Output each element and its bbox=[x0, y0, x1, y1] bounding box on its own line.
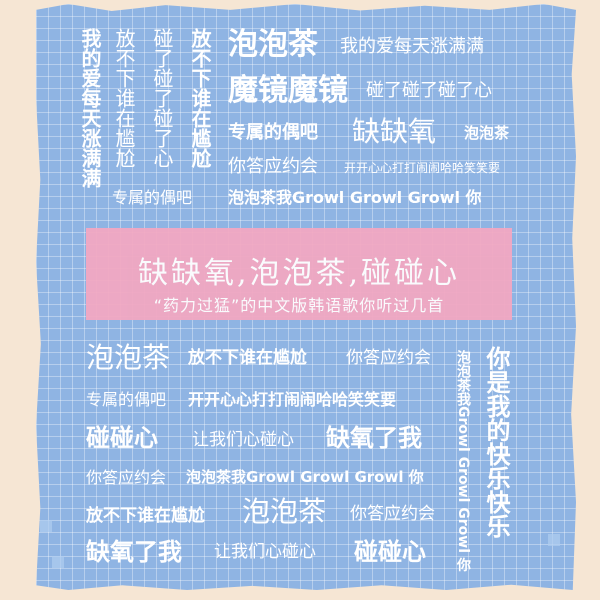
headline-banner: 缺缺氧,泡泡茶,碰碰心 “药力过猛”的中文版韩语歌你听过几首 bbox=[86, 228, 512, 320]
bottom-text-cant-let-go: 放不下谁在尴尬 bbox=[188, 348, 307, 368]
bottom-text-promise-date-3: 你答应约会 bbox=[350, 504, 435, 524]
top-text-love-full: 我的爱每天涨满满 bbox=[340, 36, 484, 57]
bottom-text-promise-date-2: 你答应约会 bbox=[86, 468, 167, 487]
top-vertical-text-2: 放不下谁在尴尬 bbox=[112, 28, 136, 168]
bottom-text-touch-heart-2: 碰碰心 bbox=[354, 538, 426, 566]
decorative-square bbox=[52, 556, 64, 568]
top-vertical-text-4: 放不下谁在尴尬 bbox=[188, 28, 212, 168]
banner-title: 缺缺氧,泡泡茶,碰碰心 bbox=[137, 256, 461, 291]
top-text-magic-mirror: 魔镜魔镜 bbox=[228, 73, 348, 108]
bottom-text-cant-let-go-2: 放不下谁在尴尬 bbox=[86, 506, 205, 526]
bottom-vertical-growl: 泡泡茶我Growl Growl Growl 你 bbox=[455, 350, 471, 572]
bottom-vertical-you-are-my-joy: 你是我的快乐快乐 bbox=[482, 346, 510, 538]
decorative-square bbox=[40, 520, 52, 532]
top-text-exclusive-oppa: 专属的偶吧 bbox=[228, 122, 318, 143]
top-text-growl: 泡泡茶我Growl Growl Growl 你 bbox=[228, 188, 482, 207]
top-text-happy-laugh: 开开心心打打闹闹哈哈笑笑要 bbox=[344, 161, 501, 175]
bottom-text-lacking-oxygen-2: 缺氧了我 bbox=[86, 538, 182, 566]
top-vertical-text-1: 我的爱每天涨满满 bbox=[78, 28, 102, 188]
bottom-text-heart-to-heart-2: 让我们心碰心 bbox=[214, 542, 316, 562]
bottom-text-lacking-oxygen: 缺氧了我 bbox=[326, 424, 422, 452]
top-text-couple: 专属的偶吧 bbox=[112, 188, 193, 207]
bottom-text-touch-heart: 碰碰心 bbox=[86, 424, 158, 452]
bottom-text-exclusive-oppa: 专属的偶吧 bbox=[86, 390, 167, 409]
top-text-bubble-tea: 泡泡茶 bbox=[228, 27, 318, 62]
bottom-text-bubble-tea: 泡泡茶 bbox=[86, 341, 171, 374]
bottom-text-promise-date: 你答应约会 bbox=[346, 348, 431, 368]
bottom-text-happy-laugh: 开开心心打打闹闹哈哈笑笑要 bbox=[188, 390, 397, 409]
decorative-square bbox=[548, 534, 560, 546]
bottom-text-bubble-tea-2: 泡泡茶 bbox=[242, 495, 327, 528]
top-text-lack-oxygen: 缺缺氧 bbox=[352, 115, 437, 148]
top-text-touch-heart: 碰了碰了碰了心 bbox=[366, 80, 492, 101]
banner-subtitle: “药力过猛”的中文版韩语歌你听过几首 bbox=[153, 296, 445, 315]
top-vertical-text-3: 碰了碰了碰了心 bbox=[150, 28, 174, 168]
top-text-promise-date: 你答应约会 bbox=[228, 156, 318, 177]
bottom-text-growl: 泡泡茶我Growl Growl Growl 你 bbox=[186, 468, 424, 486]
top-text-bubble-tea-small: 泡泡茶 bbox=[464, 124, 510, 142]
bottom-text-heart-to-heart: 让我们心碰心 bbox=[192, 430, 294, 450]
